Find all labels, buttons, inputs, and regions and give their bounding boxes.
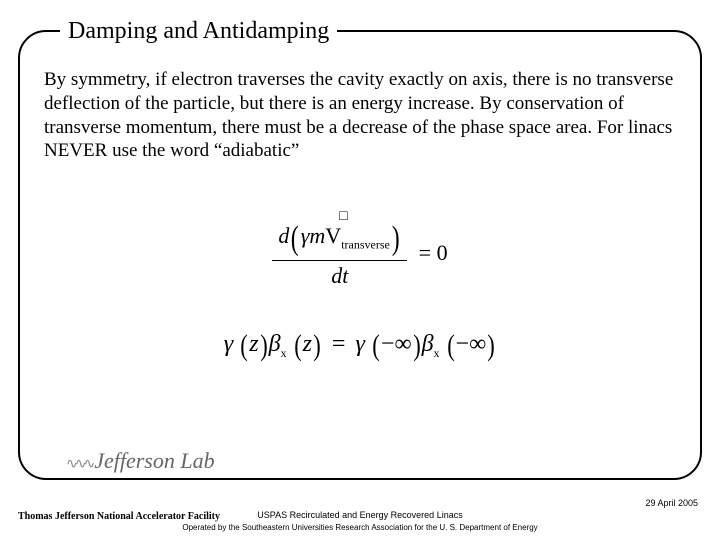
body-paragraph: By symmetry, if electron traverses the c… (44, 68, 676, 163)
eq2-x2: x (434, 346, 440, 360)
eq2-z1: z (249, 331, 258, 357)
footer: USPAS Recirculated and Energy Recovered … (0, 510, 720, 532)
eq1-dt: dt (272, 261, 407, 289)
logo-text: Jefferson Lab (94, 448, 214, 473)
eq2-ninf1: −∞ (381, 331, 412, 357)
eq1-rhs: = 0 (419, 240, 448, 265)
eq1-sub: transverse (341, 237, 390, 251)
eq2-g1: γ (224, 331, 233, 357)
slide-title: Damping and Antidamping (60, 18, 337, 45)
jlab-logo: ∿∿∿Jefferson Lab (60, 448, 221, 474)
eq1-V: V (325, 223, 341, 248)
footer-course: USPAS Recirculated and Energy Recovered … (0, 510, 720, 520)
equation-1: d(γmV□transverse) dt = 0 (272, 220, 447, 289)
equation-2: γ (z)βx (z) = γ (−∞)βx (−∞) (0, 329, 720, 363)
vector-arrow-icon: □ (339, 209, 347, 225)
footer-operated: Operated by the Southeastern Universitie… (0, 523, 720, 532)
eq2-ninf2: −∞ (456, 331, 487, 357)
eq1-d: d (278, 223, 289, 248)
eq2-b1: β (269, 331, 281, 357)
eq2-z2: z (303, 331, 312, 357)
eq2-eq: = (332, 331, 346, 357)
eq2-g2: γ (355, 331, 364, 357)
eq1-m: m (309, 223, 325, 248)
footer-date: 29 April 2005 (645, 498, 698, 508)
coil-icon: ∿∿∿ (66, 457, 92, 472)
equation-area: d(γmV□transverse) dt = 0 γ (z)βx (z) = γ… (0, 220, 720, 363)
eq2-x1: x (281, 346, 287, 360)
eq2-b2: β (422, 331, 434, 357)
